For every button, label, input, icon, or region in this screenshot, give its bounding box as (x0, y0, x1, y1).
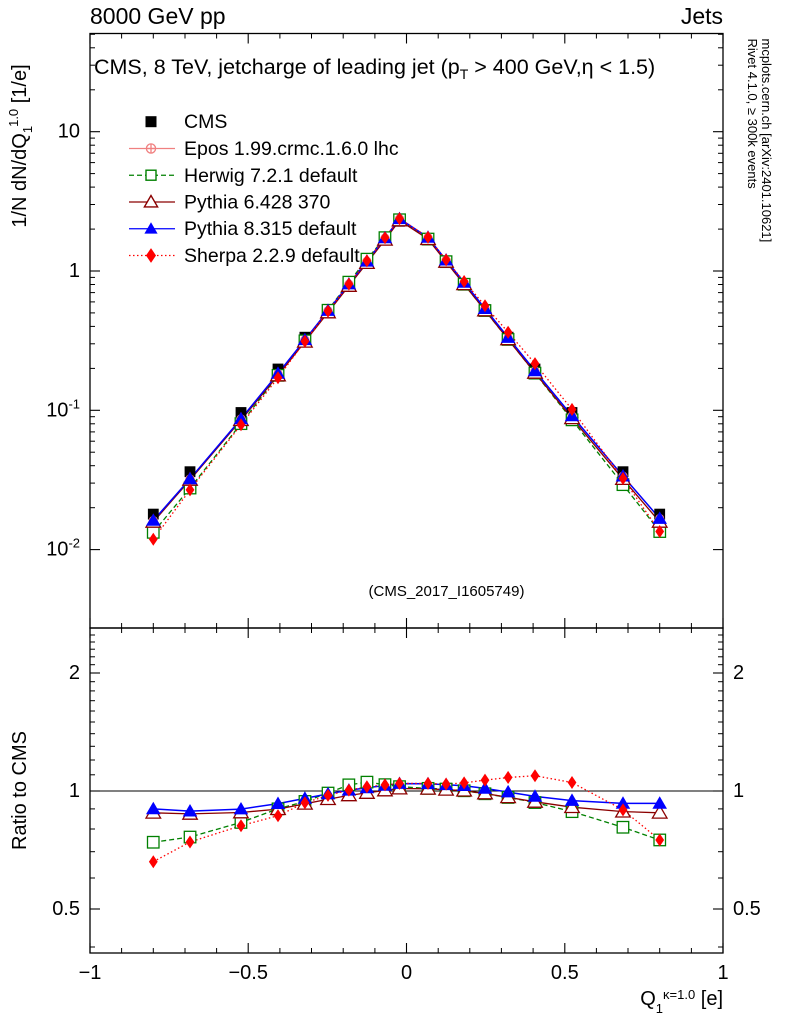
svg-text:mcplots.cern.ch [arXiv:2401.10: mcplots.cern.ch [arXiv:2401.10621] (759, 39, 774, 243)
svg-text:−0.5: −0.5 (228, 962, 267, 984)
svg-text:1: 1 (717, 962, 728, 984)
svg-text:Sherpa 2.2.9 default: Sherpa 2.2.9 default (184, 245, 360, 267)
svg-text:2: 2 (69, 662, 80, 684)
svg-text:(CMS_2017_I1605749): (CMS_2017_I1605749) (369, 583, 525, 600)
svg-text:2: 2 (733, 662, 744, 684)
svg-text:Ratio to CMS: Ratio to CMS (9, 731, 31, 850)
svg-text:0.5: 0.5 (52, 898, 80, 920)
svg-text:0: 0 (401, 962, 412, 984)
svg-text:CMS: CMS (184, 111, 227, 133)
svg-text:1/N dN/dQ11.0 [1/e]: 1/N dN/dQ11.0 [1/e] (6, 64, 35, 227)
svg-text:−1: −1 (79, 962, 102, 984)
svg-text:Pythia 8.315 default: Pythia 8.315 default (184, 218, 357, 240)
svg-text:Herwig 7.2.1 default: Herwig 7.2.1 default (184, 165, 358, 187)
svg-text:0.5: 0.5 (733, 898, 761, 920)
svg-text:1: 1 (69, 780, 80, 802)
svg-text:0.5: 0.5 (551, 962, 579, 984)
svg-text:1: 1 (69, 260, 80, 282)
svg-text:Epos 1.99.crmc.1.6.0 lhc: Epos 1.99.crmc.1.6.0 lhc (184, 138, 399, 160)
svg-text:10: 10 (58, 121, 80, 143)
svg-text:Pythia 6.428 370: Pythia 6.428 370 (184, 192, 331, 214)
svg-text:Rivet 4.1.0, ≥ 300k events: Rivet 4.1.0, ≥ 300k events (745, 39, 760, 190)
svg-text:CMS, 8 TeV, jetcharge of leadi: CMS, 8 TeV, jetcharge of leading jet (pT… (94, 55, 655, 82)
svg-text:Jets: Jets (681, 3, 723, 29)
svg-text:1: 1 (733, 780, 744, 802)
svg-text:8000 GeV pp: 8000 GeV pp (90, 3, 226, 29)
